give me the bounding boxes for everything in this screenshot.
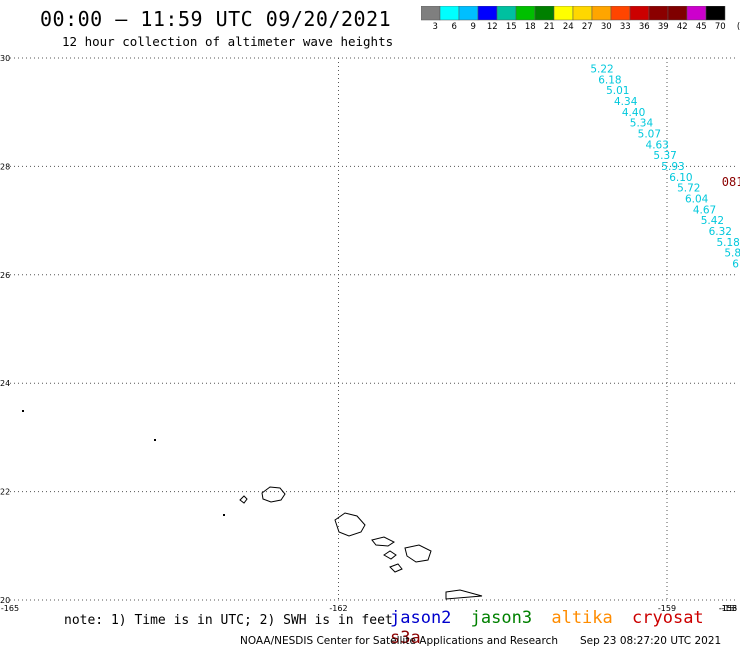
credit-line: NOAA/NESDIS Center for Satellite Applica… (240, 635, 558, 647)
wave-height-value: 6.35 (732, 259, 740, 271)
color-scale-label: 39 (657, 22, 669, 32)
wave-height-value: 5.42 (701, 215, 724, 227)
wave-height-value: 6.18 (598, 74, 621, 86)
color-scale-label: 15 (505, 22, 517, 32)
color-scale-label: 12 (486, 22, 498, 32)
chart-subtitle: 12 hour collection of altimeter wave hei… (62, 34, 394, 49)
wave-height-value: 4.34 (614, 96, 638, 108)
lon-tick-label: -153 (719, 604, 737, 613)
legend-cryosat: cryosat (632, 608, 704, 628)
color-scale-label: 27 (581, 22, 593, 32)
color-scale-label: 45 (695, 22, 707, 32)
color-scale-label: 21 (543, 22, 555, 32)
legend-jason2: jason2 (390, 608, 452, 628)
wave-height-value: 6.10 (669, 172, 692, 184)
color-scale-label: 36 (638, 22, 650, 32)
wave-height-value: 4.63 (646, 139, 669, 151)
wave-height-value: 5.93 (661, 161, 684, 173)
color-scale-label: 6 (451, 22, 457, 32)
color-scale-label: 33 (619, 22, 631, 32)
island-outline (261, 486, 286, 503)
color-scale-label: 3 (432, 22, 438, 32)
legend-s3a: s3a (390, 628, 421, 648)
lat-tick-label: 26 (0, 271, 10, 280)
island-outline (383, 550, 397, 560)
island-outline (404, 544, 432, 563)
color-scale-label: 70 (714, 22, 726, 32)
wave-height-value: 4.67 (693, 204, 716, 216)
pass-time-label: 0819 (722, 175, 740, 189)
wave-height-value: 5.72 (677, 183, 700, 195)
units-note: note: 1) Time is in UTC; 2) SWH is in fe… (64, 613, 393, 628)
island-outline (239, 495, 248, 504)
island-dot (22, 410, 24, 412)
lat-tick-label: 30 (0, 54, 10, 63)
wave-height-value: 5.87 (724, 248, 740, 260)
satellite-legend: jason2 jason3 altika cryosat s3a (390, 608, 740, 648)
generation-timestamp: Sep 23 08:27:20 UTC 2021 (580, 635, 722, 647)
wave-height-value: 5.34 (630, 118, 654, 130)
wave-height-value: 6.04 (685, 194, 709, 206)
lon-tick-label: -156 (719, 604, 737, 613)
lon-tick-label: -159 (658, 604, 676, 613)
color-scale-label: 18 (524, 22, 536, 32)
wave-height-value: 5.01 (606, 85, 629, 97)
legend-altika: altika (551, 608, 613, 628)
wave-height-value: 5.37 (653, 150, 676, 162)
lat-tick-label: 20 (0, 596, 10, 605)
island-outline (334, 512, 366, 537)
color-scale-label: 24 (562, 22, 574, 32)
color-scale-label: (ft) (736, 22, 740, 32)
color-swatch (705, 6, 726, 21)
island-outline (389, 563, 403, 573)
color-scale-bar (421, 6, 726, 21)
island-outline (371, 536, 395, 547)
chart-title: 00:00 – 11:59 UTC 09/20/2021 (40, 7, 392, 31)
wave-height-value: 4.40 (622, 107, 645, 119)
island-outline (445, 589, 483, 600)
wave-height-value: 5.18 (716, 237, 739, 249)
lat-tick-label: 22 (0, 488, 10, 497)
lat-tick-label: 24 (0, 379, 10, 388)
lon-tick-label: -162 (329, 604, 347, 613)
color-scale-label: 9 (470, 22, 476, 32)
color-scale-label: 30 (600, 22, 612, 32)
island-dot (223, 514, 225, 516)
legend-jason3: jason3 (470, 608, 533, 628)
lon-tick-label: -165 (1, 604, 19, 613)
lon-tick-label: -15 (721, 604, 734, 613)
color-scale-label: 42 (676, 22, 688, 32)
wave-height-value: 5.22 (590, 63, 613, 75)
lat-tick-label: 28 (0, 162, 10, 171)
wave-height-value: 5.07 (638, 128, 661, 140)
island-dot (154, 439, 156, 441)
wave-height-value: 6.32 (709, 226, 732, 238)
